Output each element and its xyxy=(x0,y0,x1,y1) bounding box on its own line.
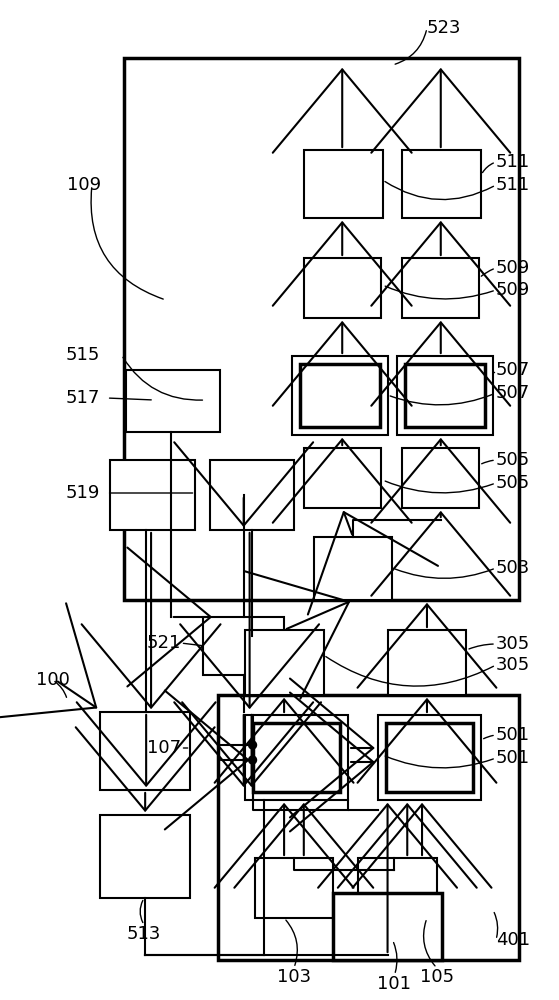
Bar xyxy=(210,460,294,530)
Text: 505: 505 xyxy=(496,451,530,469)
Bar xyxy=(304,448,381,508)
Text: 101: 101 xyxy=(377,975,411,993)
Circle shape xyxy=(249,756,257,764)
Text: 521: 521 xyxy=(146,634,181,652)
Bar xyxy=(254,858,333,918)
Bar xyxy=(253,723,340,792)
Text: 305: 305 xyxy=(496,656,530,674)
Text: 511: 511 xyxy=(496,153,530,171)
Text: 105: 105 xyxy=(420,968,454,986)
Bar xyxy=(292,356,387,435)
Bar xyxy=(300,364,380,427)
Bar xyxy=(245,715,348,800)
Bar xyxy=(402,448,479,508)
Text: 501: 501 xyxy=(496,726,530,744)
Text: 503: 503 xyxy=(496,559,530,577)
Text: 509: 509 xyxy=(496,281,530,299)
Text: 107: 107 xyxy=(146,739,181,757)
Text: 513: 513 xyxy=(127,925,162,943)
Bar xyxy=(333,893,442,960)
Text: 100: 100 xyxy=(36,671,70,689)
Bar xyxy=(125,58,519,600)
Text: 305: 305 xyxy=(496,635,530,653)
Bar xyxy=(304,150,382,218)
Text: 507: 507 xyxy=(496,384,530,402)
Text: 519: 519 xyxy=(65,484,100,502)
Bar xyxy=(126,370,220,432)
Bar xyxy=(100,815,191,898)
Text: 505: 505 xyxy=(496,474,530,492)
Bar xyxy=(386,723,473,792)
Text: 511: 511 xyxy=(496,176,530,194)
Text: 507: 507 xyxy=(496,361,530,379)
Text: 103: 103 xyxy=(277,968,311,986)
Bar xyxy=(378,715,481,800)
Bar xyxy=(405,364,485,427)
Bar xyxy=(358,858,437,918)
Text: 401: 401 xyxy=(496,931,530,949)
Bar xyxy=(387,630,466,695)
Text: 501: 501 xyxy=(496,749,530,767)
Text: 517: 517 xyxy=(65,389,100,407)
Bar xyxy=(110,460,196,530)
Text: 109: 109 xyxy=(67,176,101,194)
Bar xyxy=(397,356,493,435)
Bar xyxy=(402,258,479,318)
Bar xyxy=(218,695,519,960)
Bar xyxy=(402,150,481,218)
Circle shape xyxy=(249,741,257,749)
Bar xyxy=(203,617,284,675)
Text: 509: 509 xyxy=(496,259,530,277)
Bar xyxy=(304,258,381,318)
Text: 515: 515 xyxy=(65,346,100,364)
Bar xyxy=(314,537,392,600)
Text: 523: 523 xyxy=(427,19,462,37)
Bar xyxy=(100,712,191,790)
Bar xyxy=(245,630,324,695)
